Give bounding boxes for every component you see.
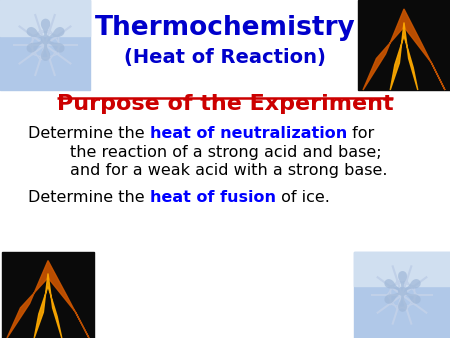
- Text: for: for: [347, 125, 374, 141]
- Text: Purpose of the Experiment: Purpose of the Experiment: [57, 94, 393, 114]
- Text: (Heat of Reaction): (Heat of Reaction): [124, 48, 326, 68]
- Bar: [0, 0, 90, 36]
- Polygon shape: [363, 9, 445, 90]
- Bar: [354, 252, 450, 286]
- Bar: [358, 0, 450, 90]
- Text: Thermochemistry: Thermochemistry: [94, 15, 356, 41]
- Bar: [0, 0, 90, 90]
- Bar: [2, 252, 94, 338]
- Text: of ice.: of ice.: [276, 191, 329, 206]
- Text: the reaction of a strong acid and base;: the reaction of a strong acid and base;: [70, 145, 382, 160]
- Polygon shape: [7, 261, 89, 338]
- Polygon shape: [34, 273, 62, 338]
- Polygon shape: [390, 23, 418, 90]
- Bar: [354, 252, 450, 338]
- Text: heat of fusion: heat of fusion: [150, 191, 276, 206]
- Text: ✻: ✻: [379, 269, 424, 321]
- Text: Determine the: Determine the: [28, 125, 150, 141]
- Text: Determine the: Determine the: [28, 191, 150, 206]
- Text: heat of neutralization: heat of neutralization: [150, 125, 347, 141]
- Text: ✻: ✻: [22, 18, 68, 72]
- Text: and for a weak acid with a strong base.: and for a weak acid with a strong base.: [70, 163, 387, 177]
